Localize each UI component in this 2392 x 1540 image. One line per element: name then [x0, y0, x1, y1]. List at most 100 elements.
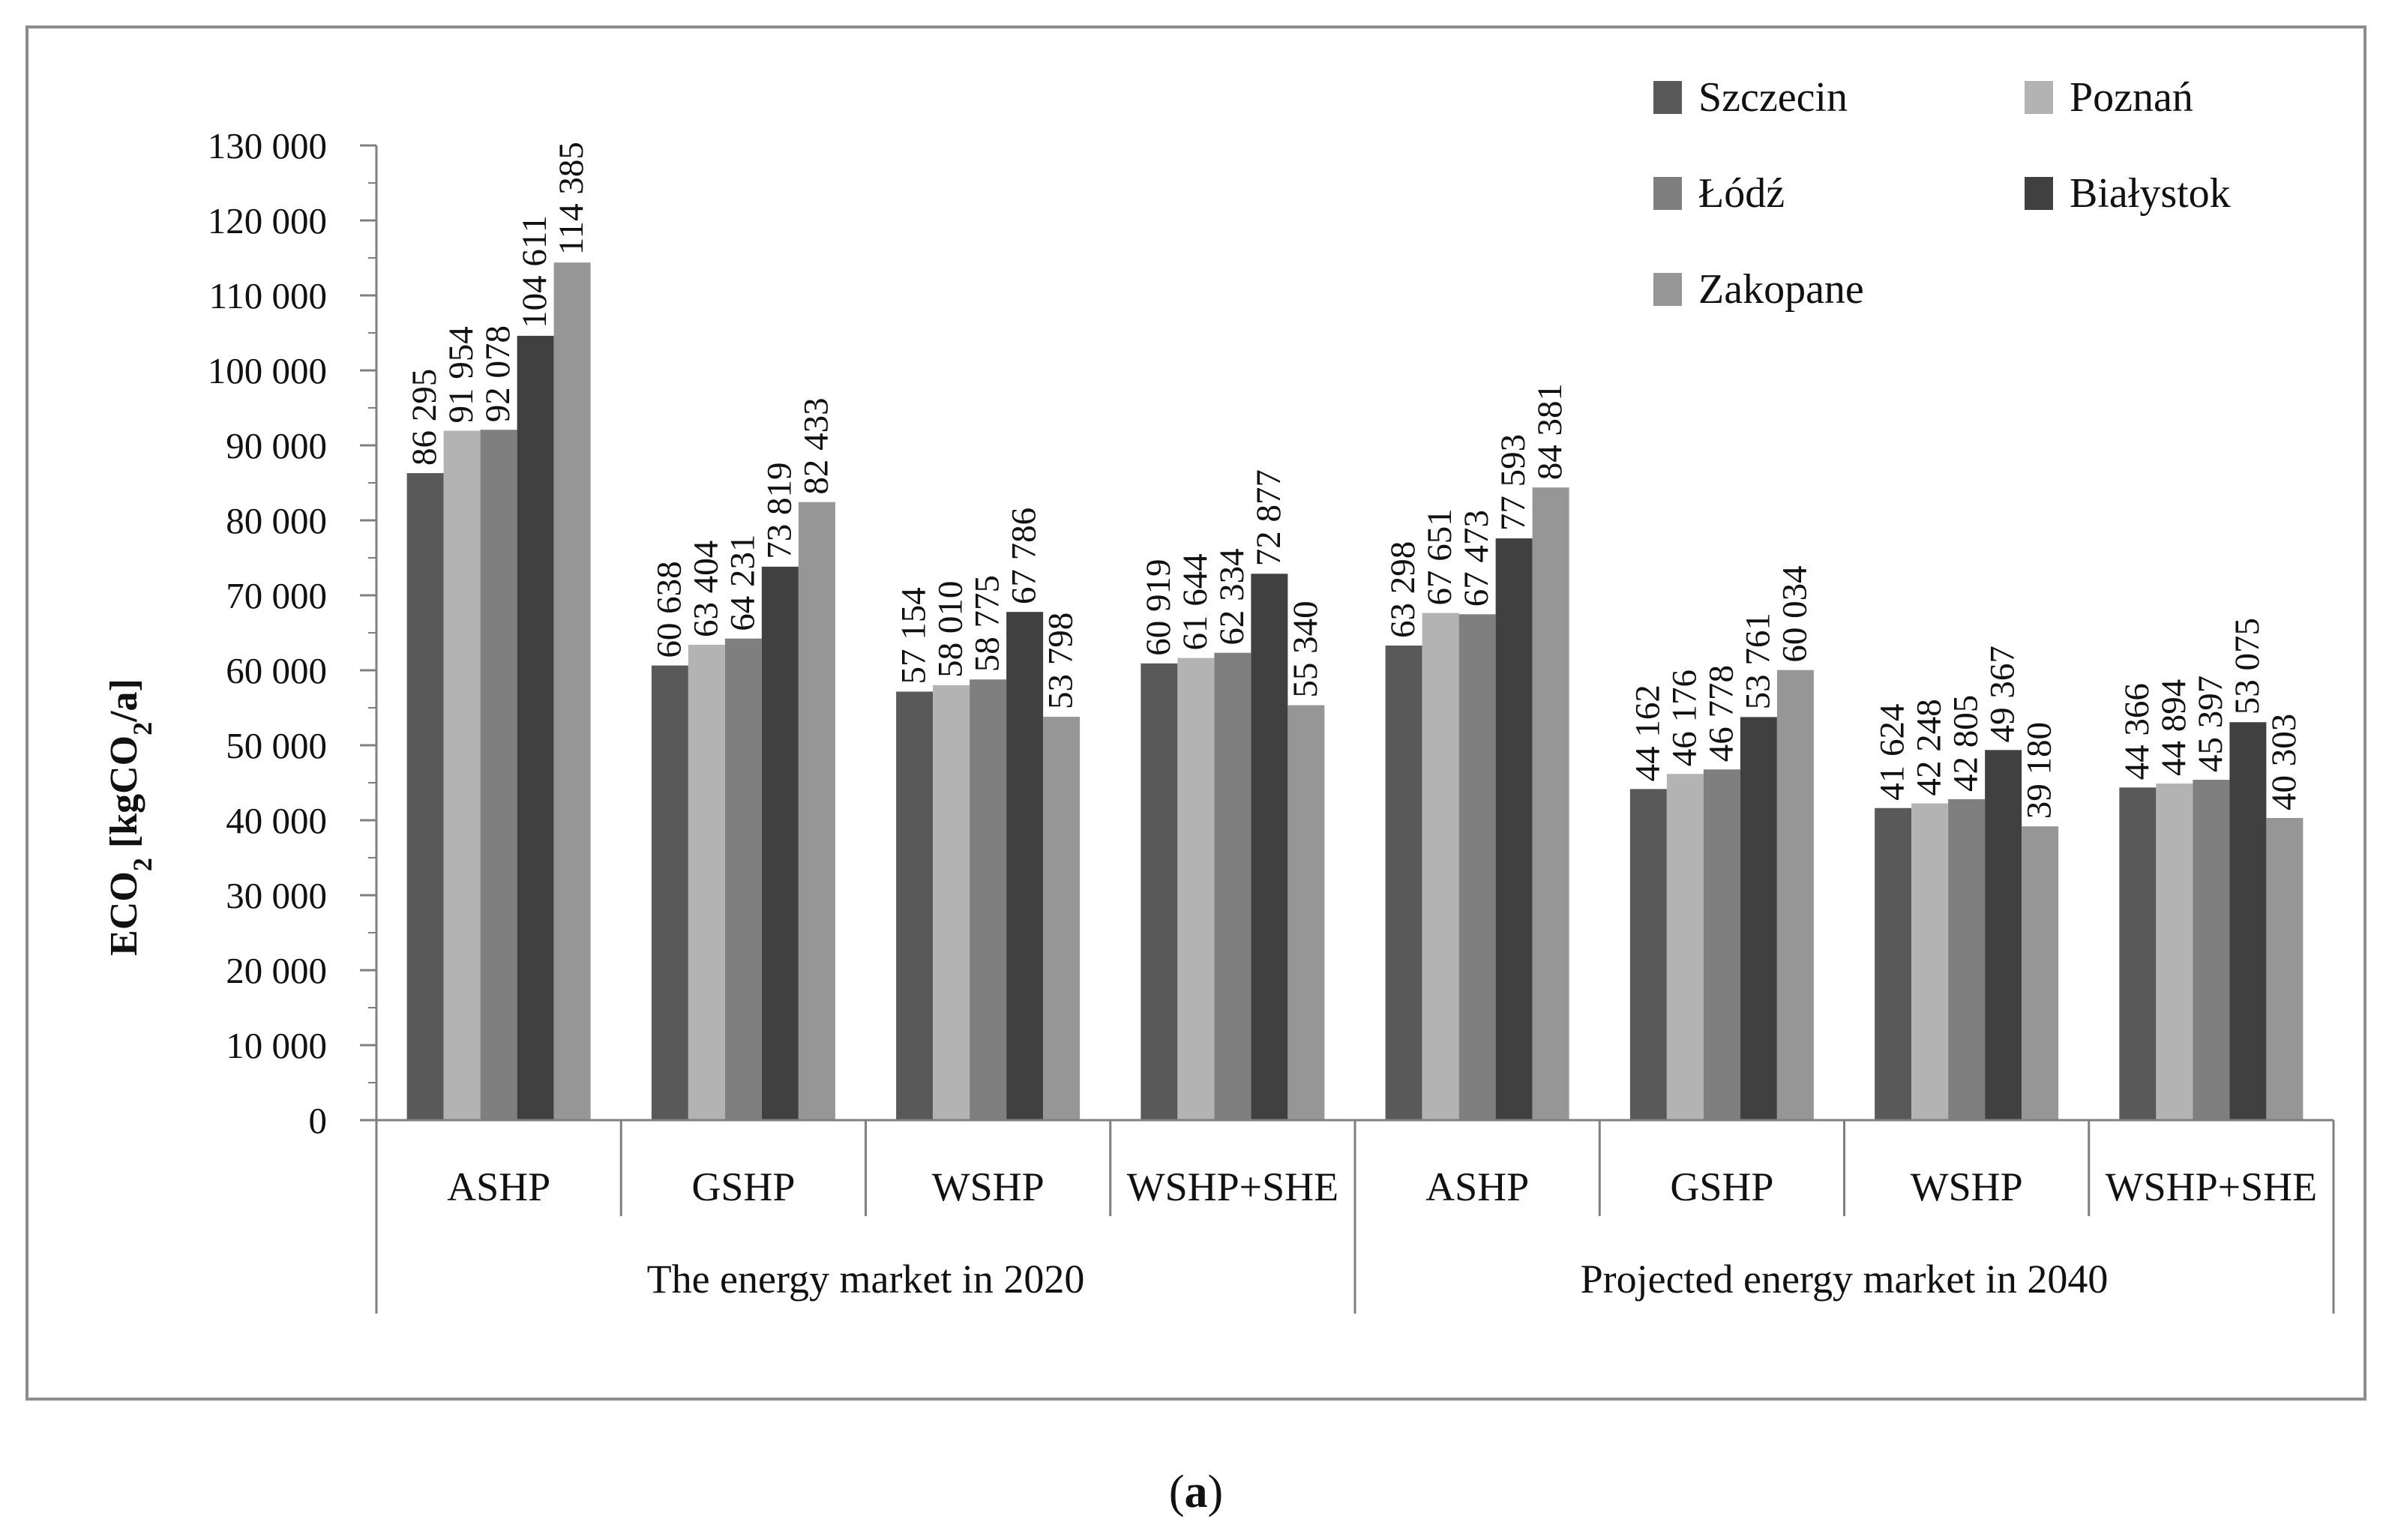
bar	[651, 665, 688, 1120]
bar-value-label: 42 805	[1947, 695, 1986, 792]
bar	[1703, 769, 1740, 1120]
bar-value-label: 53 798	[1042, 613, 1081, 709]
y-axis: 0 10 000 20 000 30 000 40 000 50 000 60 000 70 …	[208, 125, 378, 1141]
bar	[1776, 670, 1814, 1120]
bar	[1141, 663, 1178, 1120]
bar	[2156, 783, 2193, 1120]
bar	[553, 262, 591, 1120]
x-axis: ASHP GSHP WSHP WSHP+SHE ASHP GSHP WSHP WSHP+SHE…	[375, 1119, 2335, 1314]
y-axis-title: ECO2 [kgCO2/a]	[103, 679, 157, 956]
bar	[2266, 817, 2304, 1120]
legend-label: Szczecin	[1698, 74, 1848, 121]
bar-value-label: 57 154	[895, 587, 934, 684]
bar	[688, 644, 725, 1120]
x-category-label: GSHP	[1670, 1164, 1773, 1209]
bar-value-label: 63 298	[1383, 541, 1422, 638]
bar-value-label: 60 638	[649, 561, 688, 658]
legend: Szczecin Poznań Łódź Białystok Zakopane	[1653, 74, 2231, 313]
bar	[443, 430, 481, 1120]
bar-value-label: 53 761	[1738, 613, 1777, 709]
legend-item: Zakopane	[1653, 266, 1864, 313]
bar-value-label: 62 334	[1212, 548, 1251, 645]
legend-swatch	[1653, 177, 1682, 210]
bar-value-label: 92 078	[478, 325, 517, 422]
figure-caption: (a)	[1169, 1467, 1223, 1518]
bar-value-label: 44 366	[2118, 683, 2157, 780]
bar	[1495, 538, 1533, 1120]
legend-swatch	[2025, 81, 2053, 114]
bar	[896, 691, 934, 1120]
bar-value-label: 58 010	[931, 581, 970, 678]
y-tick-label: 40 000	[226, 800, 327, 841]
y-tick-label: 50 000	[226, 725, 327, 766]
bar	[1043, 717, 1081, 1120]
bar	[1740, 717, 1777, 1120]
bar	[1911, 803, 1949, 1120]
bar	[1948, 798, 1986, 1120]
x-category-label: WSHP	[932, 1164, 1045, 1209]
bar	[2193, 780, 2230, 1120]
bar-value-label: 40 303	[2265, 714, 2304, 810]
bar-value-label: 44 162	[1628, 685, 1667, 781]
bar	[1214, 652, 1251, 1120]
bar	[1177, 658, 1215, 1120]
bar	[933, 685, 970, 1120]
bar-value-label: 42 248	[1910, 699, 1949, 795]
bar-value-label: 67 786	[1005, 508, 1044, 604]
bar	[1532, 487, 1569, 1120]
x-category-label: WSHP	[1911, 1164, 2023, 1209]
bars	[406, 262, 2304, 1120]
bar	[1629, 789, 1667, 1120]
bar-value-label: 64 231	[723, 534, 762, 631]
bar-value-label: 73 819	[760, 463, 799, 559]
x-category-label: WSHP+SHE	[1127, 1164, 1339, 1209]
x-category-label: WSHP+SHE	[2106, 1164, 2318, 1209]
bar-value-label: 77 593	[1494, 434, 1533, 531]
bar-value-label: 72 877	[1249, 469, 1288, 566]
bar-value-label: 86 295	[405, 369, 444, 466]
legend-label: Zakopane	[1698, 266, 1864, 313]
bar	[1666, 774, 1704, 1120]
y-tick-label: 120 000	[208, 200, 327, 241]
legend-item: Szczecin	[1653, 74, 1848, 121]
bar	[1985, 750, 2022, 1120]
bar-value-label: 63 404	[686, 541, 725, 637]
legend-item: Białystok	[2025, 170, 2231, 217]
y-tick-label: 110 000	[209, 275, 327, 316]
bar-value-label: 67 473	[1457, 510, 1496, 607]
bar	[761, 566, 799, 1120]
bar-value-label: 61 644	[1176, 553, 1215, 650]
bar	[480, 430, 517, 1120]
bar-value-label: 67 651	[1420, 508, 1459, 605]
bar	[798, 502, 835, 1120]
bar	[1287, 705, 1325, 1120]
legend-label: Łódź	[1698, 170, 1785, 217]
bar-value-label: 104 611	[515, 215, 554, 328]
bar-value-label: 114 385	[552, 142, 591, 255]
y-tick-label: 100 000	[208, 350, 327, 391]
y-tick-label: 10 000	[226, 1025, 327, 1066]
bar	[1458, 614, 1496, 1120]
bar	[517, 335, 554, 1120]
bar	[1251, 574, 1288, 1120]
bar	[1006, 612, 1044, 1120]
y-tick-label: 80 000	[226, 500, 327, 541]
bar-value-label: 60 034	[1775, 565, 1814, 662]
bar-value-label: 46 778	[1701, 665, 1740, 762]
legend-item: Łódź	[1653, 170, 1785, 217]
bar-value-label: 49 367	[1983, 646, 2022, 742]
legend-label: Poznań	[2070, 74, 2193, 121]
legend-item: Poznań	[2025, 74, 2193, 121]
bar-value-label: 44 894	[2154, 679, 2193, 776]
bar	[1875, 807, 1912, 1120]
bar-value-label: 53 075	[2228, 618, 2267, 715]
bar-value-label: 82 433	[796, 397, 835, 494]
x-category-label: ASHP	[1425, 1164, 1529, 1209]
bar	[970, 679, 1007, 1120]
bar	[1385, 646, 1422, 1120]
bar-value-label: 84 381	[1530, 383, 1569, 480]
legend-swatch	[2025, 177, 2053, 210]
bar-value-label: 45 397	[2191, 676, 2230, 772]
